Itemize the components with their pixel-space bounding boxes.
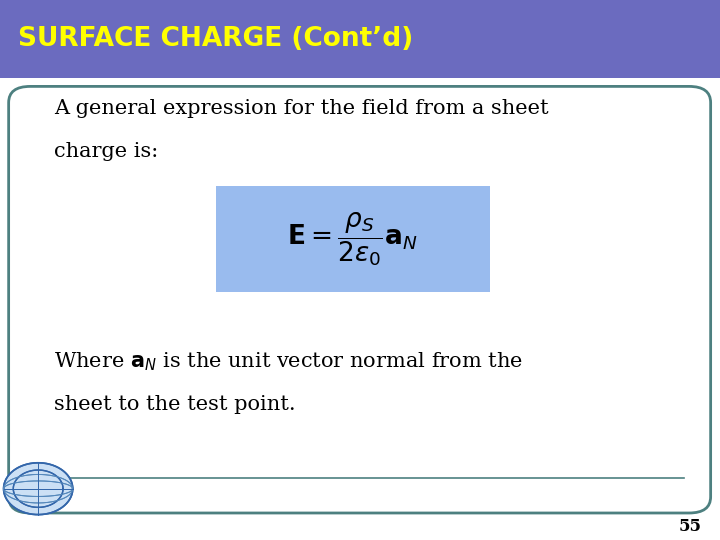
Text: sheet to the test point.: sheet to the test point. <box>54 395 296 415</box>
Text: charge is:: charge is: <box>54 141 158 161</box>
Text: Where $\mathbf{a}_N$ is the unit vector normal from the: Where $\mathbf{a}_N$ is the unit vector … <box>54 350 523 373</box>
Text: SURFACE CHARGE (Cont’d): SURFACE CHARGE (Cont’d) <box>18 26 413 52</box>
Circle shape <box>4 463 73 515</box>
Bar <box>216 186 490 292</box>
Text: A general expression for the field from a sheet: A general expression for the field from … <box>54 98 549 118</box>
Bar <box>0 0 720 78</box>
Text: $\mathbf{E} = \dfrac{\rho_S}{2\varepsilon_0}\mathbf{a}_N$: $\mathbf{E} = \dfrac{\rho_S}{2\varepsilo… <box>287 210 418 267</box>
Text: 55: 55 <box>679 518 702 535</box>
FancyBboxPatch shape <box>9 86 711 513</box>
